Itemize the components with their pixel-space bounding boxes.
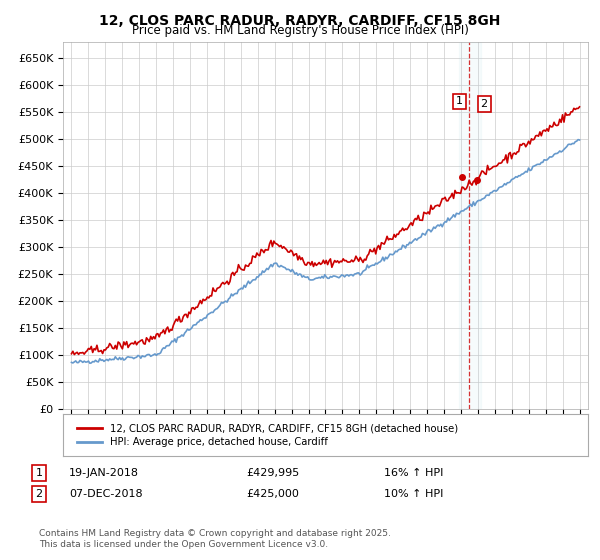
- Text: 2: 2: [481, 99, 488, 109]
- Text: £425,000: £425,000: [246, 489, 299, 499]
- Text: £429,995: £429,995: [246, 468, 299, 478]
- Text: Price paid vs. HM Land Registry's House Price Index (HPI): Price paid vs. HM Land Registry's House …: [131, 24, 469, 37]
- Legend: 12, CLOS PARC RADUR, RADYR, CARDIFF, CF15 8GH (detached house), HPI: Average pri: 12, CLOS PARC RADUR, RADYR, CARDIFF, CF1…: [73, 419, 463, 451]
- Text: 10% ↑ HPI: 10% ↑ HPI: [384, 489, 443, 499]
- Text: 16% ↑ HPI: 16% ↑ HPI: [384, 468, 443, 478]
- Text: 2: 2: [35, 489, 43, 499]
- Bar: [459, 42, 481, 409]
- Text: 07-DEC-2018: 07-DEC-2018: [69, 489, 143, 499]
- Text: 12, CLOS PARC RADUR, RADYR, CARDIFF, CF15 8GH: 12, CLOS PARC RADUR, RADYR, CARDIFF, CF1…: [100, 14, 500, 28]
- Text: Contains HM Land Registry data © Crown copyright and database right 2025.
This d: Contains HM Land Registry data © Crown c…: [39, 529, 391, 549]
- Text: 19-JAN-2018: 19-JAN-2018: [69, 468, 139, 478]
- Text: 1: 1: [35, 468, 43, 478]
- Text: 1: 1: [456, 96, 463, 106]
